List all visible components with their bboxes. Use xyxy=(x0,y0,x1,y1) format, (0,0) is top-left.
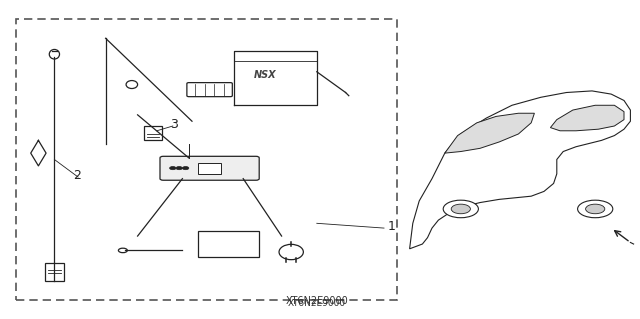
Ellipse shape xyxy=(451,204,470,214)
FancyBboxPatch shape xyxy=(198,231,259,257)
Text: 1: 1 xyxy=(387,220,395,233)
Text: 2: 2 xyxy=(74,169,81,182)
FancyBboxPatch shape xyxy=(198,163,221,174)
Ellipse shape xyxy=(49,49,60,59)
Text: 3: 3 xyxy=(170,118,177,130)
Circle shape xyxy=(170,167,176,170)
Polygon shape xyxy=(410,91,630,249)
Text: XT6N2E9000: XT6N2E9000 xyxy=(285,296,348,307)
Circle shape xyxy=(182,167,189,170)
Ellipse shape xyxy=(578,200,613,218)
Ellipse shape xyxy=(443,200,479,218)
Ellipse shape xyxy=(279,244,303,260)
FancyBboxPatch shape xyxy=(187,83,232,97)
Circle shape xyxy=(118,248,127,253)
Polygon shape xyxy=(550,105,624,131)
Text: NSX: NSX xyxy=(254,70,277,80)
FancyBboxPatch shape xyxy=(45,263,64,281)
Ellipse shape xyxy=(126,80,138,89)
Ellipse shape xyxy=(586,204,605,214)
FancyBboxPatch shape xyxy=(160,156,259,180)
Bar xyxy=(16,19,397,300)
Polygon shape xyxy=(445,113,534,153)
Circle shape xyxy=(176,167,182,170)
FancyBboxPatch shape xyxy=(144,126,162,140)
Text: XT6N2E9000: XT6N2E9000 xyxy=(288,299,346,308)
